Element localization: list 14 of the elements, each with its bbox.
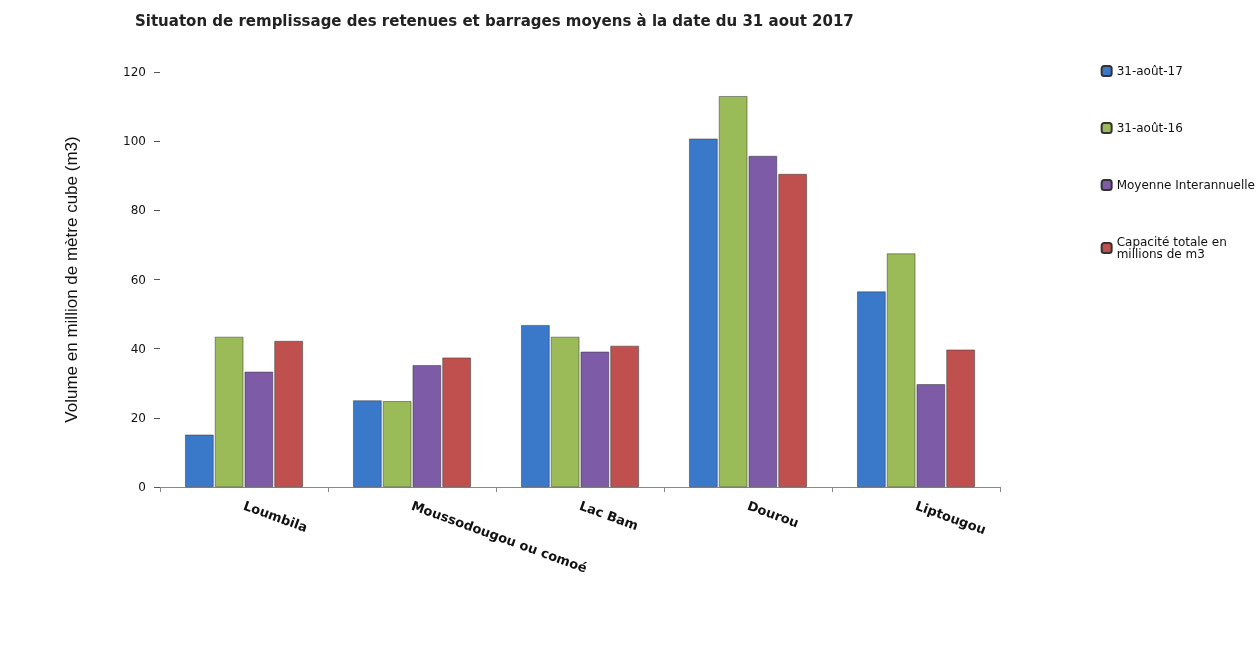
legend-label: 31-août-16 bbox=[1116, 121, 1183, 135]
y-tick-label: 40 bbox=[130, 341, 146, 356]
y-tick-label: 20 bbox=[130, 410, 146, 425]
y-tick-label: 120 bbox=[123, 65, 146, 79]
y-tick-label: 100 bbox=[123, 134, 146, 149]
x-tick-label: Lac Bam bbox=[577, 497, 641, 534]
y-axis-title: Volume en million de mètre cube (m3) bbox=[62, 136, 81, 423]
legend-label: Moyenne Interannuelle bbox=[1116, 178, 1255, 192]
chart-title: Situaton de remplissage des retenues et barrages moyens à la date du 31 aout 2017 bbox=[135, 11, 854, 30]
y-tick-label: 60 bbox=[130, 272, 146, 287]
y-tick-label: 0 bbox=[138, 480, 146, 494]
y-tick-label: 80 bbox=[130, 203, 146, 218]
legend-label: 31-août-17 bbox=[1116, 64, 1183, 78]
legend-label: Capacité totale en millions de m3 bbox=[1116, 235, 1227, 261]
